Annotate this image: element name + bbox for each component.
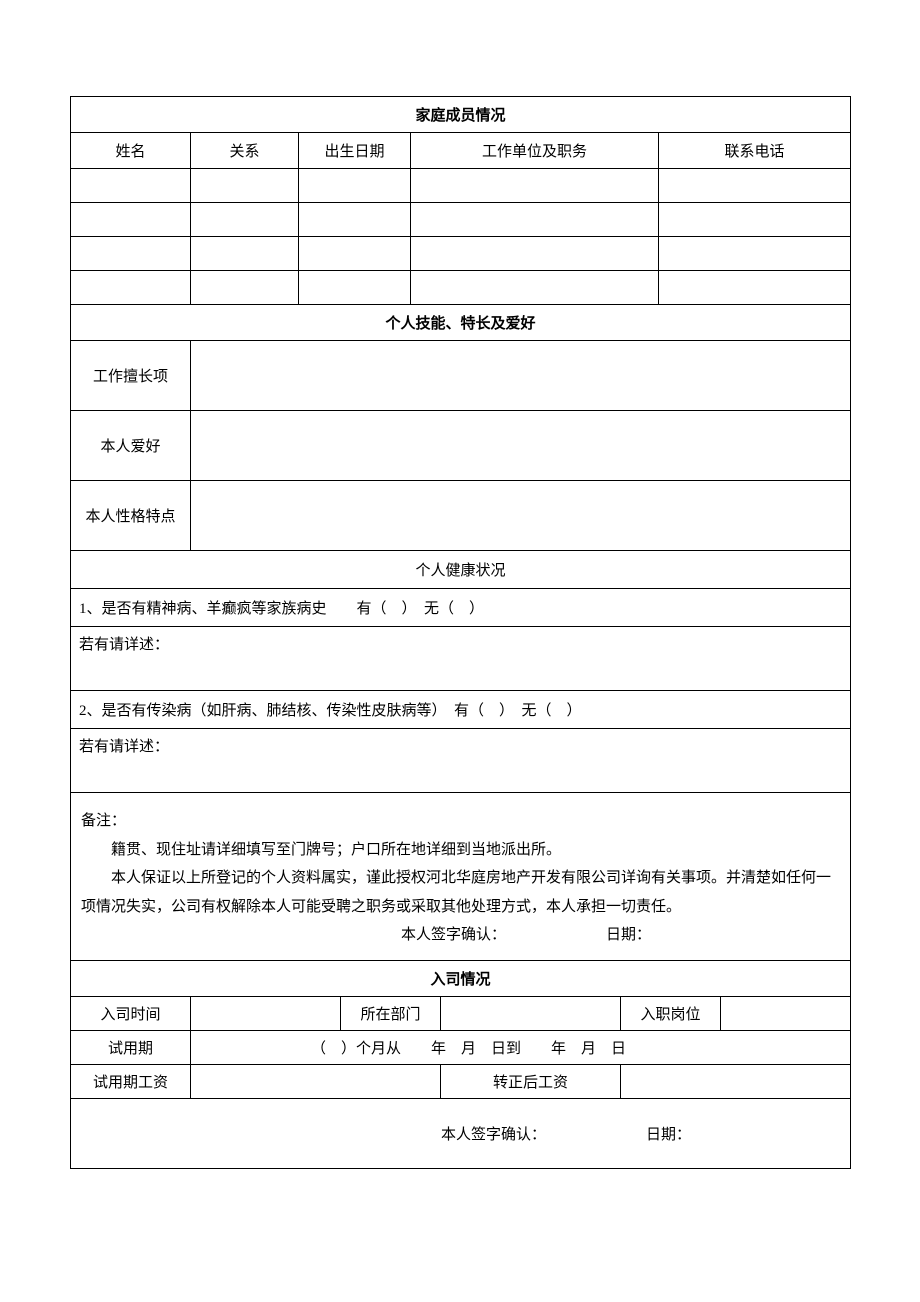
entry-table: 入司情况 入司时间 所在部门 入职岗位 试用期 （ ）个月从 年 月 日到 年 …	[70, 961, 851, 1170]
col-name: 姓名	[71, 133, 191, 169]
family-row[interactable]	[71, 203, 851, 237]
family-row[interactable]	[71, 271, 851, 305]
entry-row-2: 试用期 （ ）个月从 年 月 日到 年 月 日	[71, 1031, 851, 1065]
skill-label-strength: 工作擅长项	[71, 341, 191, 411]
remark-cell: 备注： 籍贯、现住址请详细填写至门牌号；户口所在地详细到当地派出所。 本人保证以…	[71, 793, 851, 961]
remark-line2: 本人保证以上所登记的个人资料属实，谨此授权河北华庭房地产开发有限公司详询有关事项…	[81, 864, 840, 921]
family-header: 家庭成员情况	[71, 97, 851, 133]
remark-date-label[interactable]: 日期：	[606, 927, 651, 943]
skill-value[interactable]	[191, 481, 851, 551]
regular-salary-value[interactable]	[621, 1065, 851, 1099]
probation-salary-label: 试用期工资	[71, 1065, 191, 1099]
entry-row-1: 入司时间 所在部门 入职岗位	[71, 997, 851, 1031]
remark-line1: 籍贯、现住址请详细填写至门牌号；户口所在地详细到当地派出所。	[81, 836, 840, 865]
family-col-header-row: 姓名 关系 出生日期 工作单位及职务 联系电话	[71, 133, 851, 169]
entry-time-value[interactable]	[191, 997, 341, 1031]
health-header: 个人健康状况	[71, 551, 851, 589]
probation-text[interactable]: （ ）个月从 年 月 日到 年 月 日	[191, 1031, 851, 1065]
probation-label: 试用期	[71, 1031, 191, 1065]
entry-dept-label: 所在部门	[341, 997, 441, 1031]
family-row[interactable]	[71, 237, 851, 271]
col-birth: 出生日期	[299, 133, 411, 169]
skill-label-hobby: 本人爱好	[71, 411, 191, 481]
skill-row: 本人性格特点	[71, 481, 851, 551]
remark-signature-line: 本人签字确认： 日期：	[81, 921, 840, 950]
health-q1[interactable]: 1、是否有精神病、羊癫疯等家族病史 有（ ） 无（ ）	[71, 589, 851, 627]
entry-signature-row: 本人签字确认： 日期：	[71, 1099, 851, 1169]
remark-sig-label[interactable]: 本人签字确认：	[401, 927, 506, 943]
health-detail1[interactable]: 若有请详述：	[71, 627, 851, 691]
col-work: 工作单位及职务	[411, 133, 659, 169]
health-q2[interactable]: 2、是否有传染病（如肝病、肺结核、传染性皮肤病等） 有（ ） 无（ ）	[71, 691, 851, 729]
skill-value[interactable]	[191, 411, 851, 481]
entry-post-value[interactable]	[721, 997, 851, 1031]
entry-row-3: 试用期工资 转正后工资	[71, 1065, 851, 1099]
entry-dept-value[interactable]	[441, 997, 621, 1031]
probation-salary-value[interactable]	[191, 1065, 441, 1099]
family-row[interactable]	[71, 169, 851, 203]
col-relation: 关系	[191, 133, 299, 169]
skills-header: 个人技能、特长及爱好	[71, 305, 851, 341]
entry-sig-label[interactable]: 本人签字确认：	[441, 1127, 546, 1143]
entry-time-label: 入司时间	[71, 997, 191, 1031]
skill-label-personality: 本人性格特点	[71, 481, 191, 551]
entry-post-label: 入职岗位	[621, 997, 721, 1031]
skill-row: 本人爱好	[71, 411, 851, 481]
entry-date-label[interactable]: 日期：	[646, 1127, 691, 1143]
form-table: 家庭成员情况 姓名 关系 出生日期 工作单位及职务 联系电话 个人技能、特长及爱…	[70, 96, 851, 961]
regular-salary-label: 转正后工资	[441, 1065, 621, 1099]
remark-title: 备注：	[81, 807, 840, 836]
col-phone: 联系电话	[659, 133, 851, 169]
entry-header: 入司情况	[71, 961, 851, 997]
skill-row: 工作擅长项	[71, 341, 851, 411]
skill-value[interactable]	[191, 341, 851, 411]
health-detail2[interactable]: 若有请详述：	[71, 729, 851, 793]
